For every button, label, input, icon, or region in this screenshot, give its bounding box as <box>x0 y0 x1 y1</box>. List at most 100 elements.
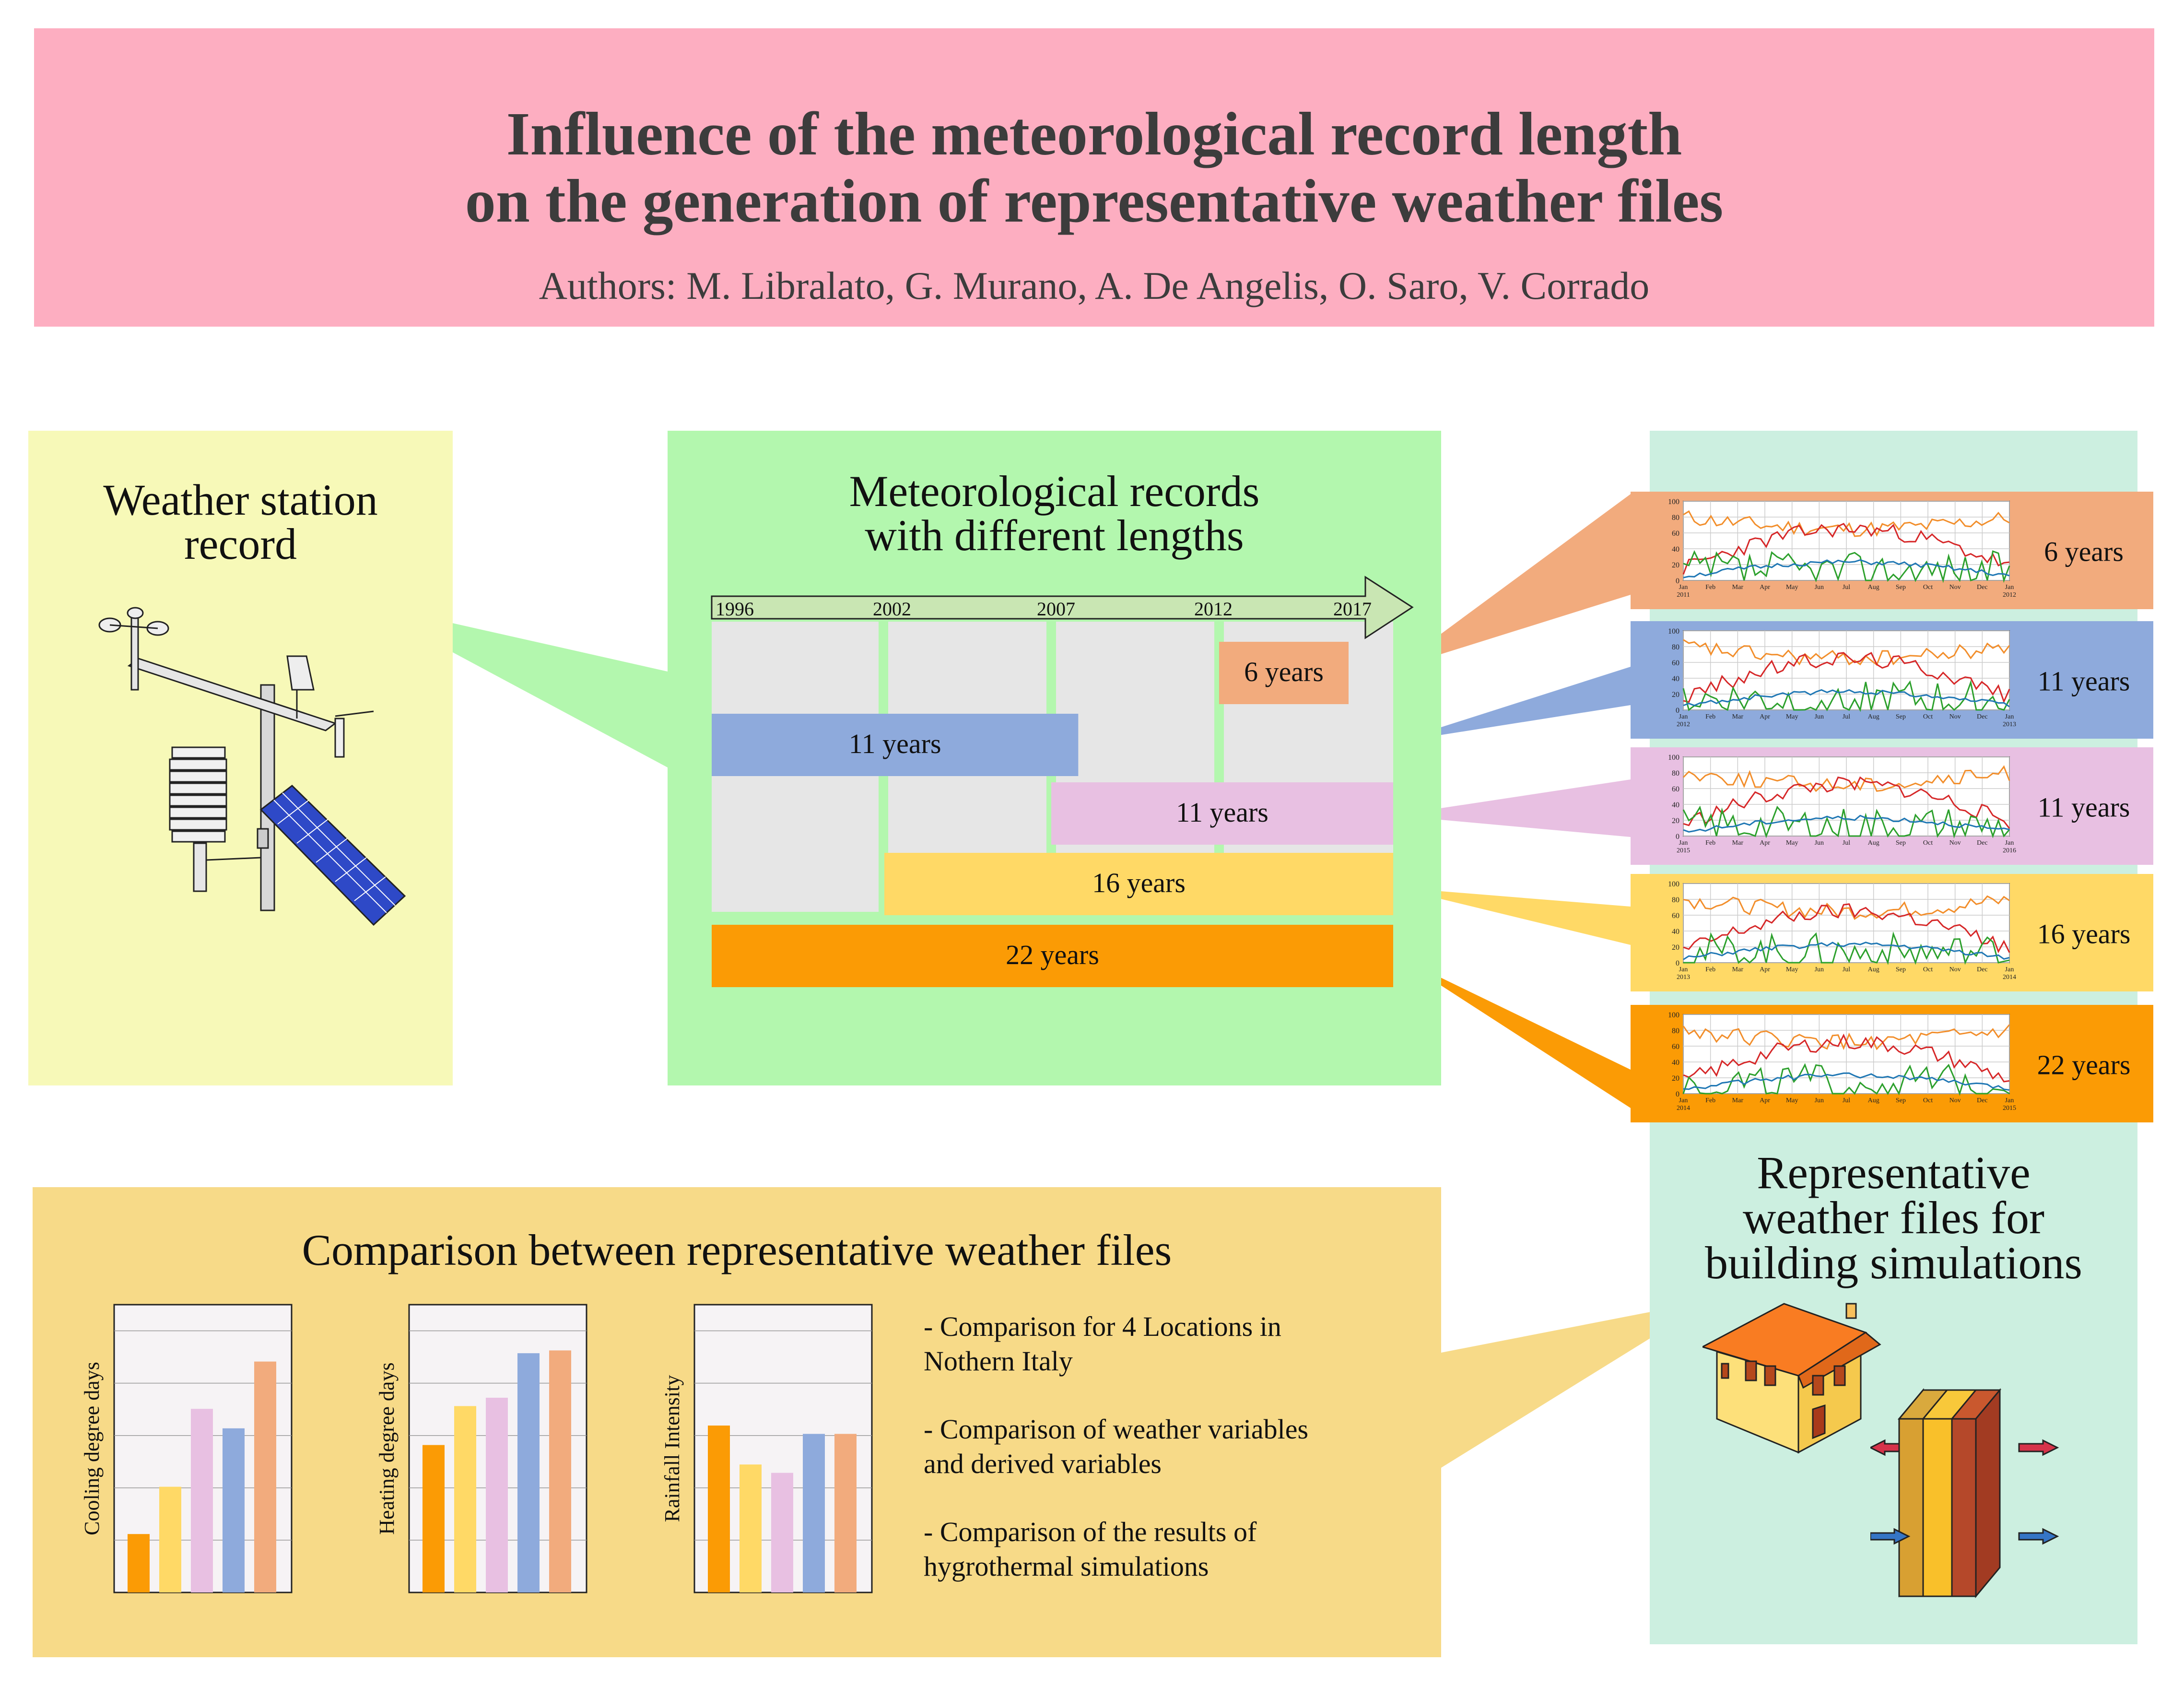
y-tick: 100 <box>1668 627 1679 636</box>
x-tick: Oct <box>1923 1097 1933 1104</box>
y-tick: 20 <box>1672 691 1679 699</box>
y-tick: 40 <box>1672 675 1679 683</box>
weather-file-label: 6 years <box>2044 536 2124 567</box>
x-tick: Feb <box>1705 839 1715 847</box>
year-tick: 2002 <box>873 598 911 620</box>
x-tick: Oct <box>1923 584 1933 591</box>
records-title-line-2: with different lengths <box>865 511 1244 560</box>
x-tick: Apr <box>1760 1097 1770 1104</box>
bar <box>803 1434 825 1592</box>
y-tick: 20 <box>1672 943 1679 952</box>
x-tick: Sep <box>1896 1097 1906 1104</box>
x-tick: May <box>1786 713 1798 720</box>
series-line <box>1683 814 2010 833</box>
x-tick: Nov <box>1949 584 1961 591</box>
y-tick: 100 <box>1668 754 1679 762</box>
x-tick: Jan <box>2005 1097 2014 1104</box>
weather-station-icon <box>98 607 406 926</box>
series-line <box>1682 522 2010 575</box>
x-year-end: 2016 <box>2003 847 2016 854</box>
wedge-to-file-22 <box>1393 955 1631 1108</box>
x-tick: Mar <box>1732 713 1744 720</box>
x-year-start: 2011 <box>1677 591 1690 599</box>
x-tick: Jan <box>2005 966 2014 973</box>
y-tick: 80 <box>1672 514 1679 522</box>
x-tick: Jul <box>1843 966 1850 973</box>
x-tick: Nov <box>1949 966 1961 973</box>
y-tick: 60 <box>1672 785 1679 793</box>
files-title-line-1: Representative <box>1757 1147 2031 1198</box>
x-tick: Dec <box>1977 1097 1988 1104</box>
record-bar-label: 6 years <box>1244 656 1324 687</box>
y-tick: 80 <box>1672 1027 1679 1035</box>
x-year-start: 2012 <box>1677 721 1690 728</box>
x-tick: Aug <box>1868 839 1879 847</box>
x-tick: Jan <box>2005 584 2014 591</box>
y-tick: 20 <box>1672 817 1679 825</box>
series-line <box>1683 931 2010 965</box>
record-bar-label: 16 years <box>1092 867 1186 898</box>
bar <box>191 1409 213 1592</box>
files-title-line-2: weather files for <box>1742 1192 2044 1243</box>
bar <box>254 1361 276 1592</box>
series-line <box>1682 765 2010 792</box>
x-tick: Oct <box>1923 839 1933 847</box>
y-tick: 80 <box>1672 643 1679 651</box>
x-tick: Nov <box>1949 839 1961 847</box>
series-line <box>1683 1033 2010 1083</box>
files-title: Representative weather files for buildin… <box>1650 1147 2137 1286</box>
x-tick: Mar <box>1732 966 1744 973</box>
bullet-list: - Comparison for 4 Locations in Nothern … <box>924 1309 1403 1584</box>
y-tick: 60 <box>1672 912 1679 920</box>
y-axis-label: Rainfall Intensity <box>660 1375 684 1522</box>
x-tick: Feb <box>1705 966 1715 973</box>
x-tick: Nov <box>1949 1097 1961 1104</box>
weather-file-row: 100 80 60 40 20 0 Jan Feb Mar Apr May Jun Jul Aug Sep O… <box>1631 621 2153 739</box>
x-tick: Jan <box>1679 713 1688 720</box>
record-bar <box>712 714 1079 776</box>
weather-station-panel: Weather station record <box>28 431 453 1085</box>
x-tick: Jun <box>1815 713 1824 720</box>
series-line <box>1683 942 2010 960</box>
series-line <box>1683 689 2010 707</box>
x-tick: Mar <box>1732 584 1744 591</box>
bar <box>834 1434 857 1592</box>
bar-chart: Rainfall Intensity <box>660 1304 873 1593</box>
x-tick: Oct <box>1923 713 1933 720</box>
x-tick: Oct <box>1923 966 1933 973</box>
comparison-panel: Comparison between representative weathe… <box>33 1187 1441 1657</box>
y-tick: 40 <box>1672 801 1679 809</box>
x-tick: Jun <box>1815 839 1824 847</box>
records-title-line-1: Meteorological records <box>849 467 1260 516</box>
x-year-end: 2015 <box>2003 1105 2016 1112</box>
x-tick: Apr <box>1760 584 1770 591</box>
y-tick: 0 <box>1676 833 1679 841</box>
series-line <box>1683 559 2010 578</box>
y-axis-label: Cooling degree days <box>80 1362 104 1535</box>
wedge-to-file-6 <box>1393 494 1631 669</box>
x-tick: Aug <box>1868 1097 1879 1104</box>
x-tick: Jan <box>2005 713 2014 720</box>
x-tick: Aug <box>1868 584 1879 591</box>
x-tick: Feb <box>1705 1097 1715 1104</box>
weather-file-row: 100 80 60 40 20 0 Jan Feb Mar Apr May Jun Jul Aug Sep O… <box>1631 747 2153 865</box>
bar <box>771 1473 793 1592</box>
authors: Authors: M. Libralato, G. Murano, A. De … <box>539 264 1650 307</box>
record-bar <box>1051 782 1393 845</box>
x-tick: May <box>1786 839 1798 847</box>
series-line <box>1683 895 2010 920</box>
house-icon <box>1703 1303 1881 1454</box>
x-year-end: 2014 <box>2003 974 2016 981</box>
wedge-to-file-11b <box>1393 779 1631 837</box>
weather-file-label: 22 years <box>2037 1049 2131 1081</box>
bar <box>549 1350 571 1592</box>
weather-file-row: 100 80 60 40 20 0 Jan Feb Mar Apr May Jun Jul Aug Sep O… <box>1631 1005 2153 1122</box>
weather-file-label: 11 years <box>2038 666 2130 697</box>
x-tick: Jun <box>1815 966 1824 973</box>
bar <box>159 1486 181 1592</box>
